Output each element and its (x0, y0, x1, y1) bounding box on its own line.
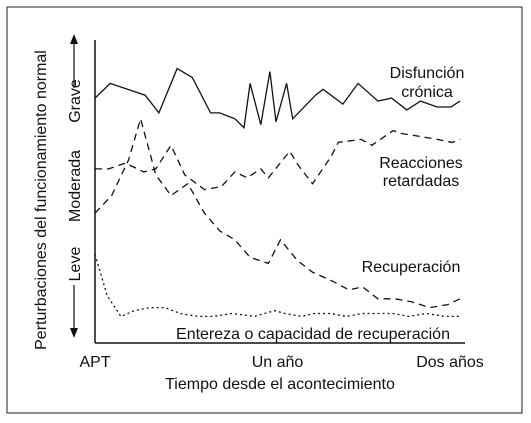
series-line-2 (94, 116, 461, 309)
series-label-2-line-0: Recuperación (362, 259, 461, 276)
series-label-0-line-0: Disfunción (390, 65, 465, 82)
x-axis-label: Tiempo desde el acontecimiento (165, 376, 395, 393)
series-line-0 (94, 67, 461, 130)
series-label-1-line-0: Reacciones (379, 155, 463, 172)
y-level-label-leve: Leve (67, 247, 84, 282)
series-label-1-line-1: retardadas (383, 173, 460, 190)
x-tick-label-1: Un año (252, 354, 304, 371)
axes: APT Un año Dos años Tiempo desde el acontec… (33, 34, 484, 393)
y-level-label-grave: Grave (67, 79, 84, 123)
series-line-3 (94, 254, 460, 318)
y-scale-arrow-up-head (70, 34, 78, 44)
series-layer (94, 67, 461, 318)
figure-frame (6, 6, 523, 414)
y-axis-label: Perturbaciones del funcionamiento normal (33, 50, 50, 350)
x-tick-label-2: Dos años (416, 354, 484, 371)
y-scale-arrow-down-head (70, 328, 78, 338)
series-label-3-line-0: Entereza o capacidad de recuperación (176, 326, 450, 343)
series-label-0-line-1: crónica (401, 84, 453, 101)
series-line-1 (95, 129, 461, 191)
y-level-label-moderada: Moderada (67, 150, 84, 222)
x-tick-label-0: APT (79, 354, 110, 371)
